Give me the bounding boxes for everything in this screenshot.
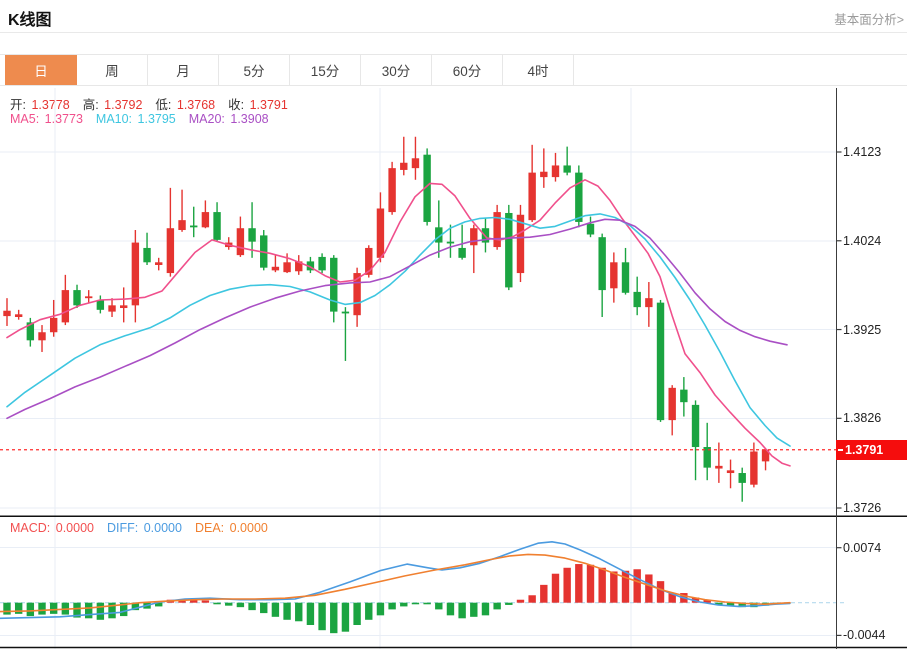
y-axis-label: 1.4024 — [843, 233, 882, 248]
fundamental-analysis-link[interactable]: 基本面分析> — [834, 13, 904, 27]
tab-15分[interactable]: 15分 — [290, 55, 361, 85]
y-axis-label: 1.4123 — [843, 145, 882, 159]
tab-60分[interactable]: 60分 — [432, 55, 503, 85]
y-axis-label: -0.0044 — [843, 628, 886, 643]
ma-row-ma20: MA20: 1.3908 — [188, 112, 269, 126]
y-axis-label: 1.3826 — [843, 411, 882, 426]
ohlc-row-open: 开: 1.3778 — [10, 98, 70, 112]
tab-4时[interactable]: 4时 — [503, 55, 574, 85]
ohlc-row-high: 高: 1.3792 — [82, 98, 143, 112]
macd-row-dea: DEA: 0.0000 — [194, 521, 268, 535]
macd-readout: MACD: 0.0000 DIFF: 0.0000 DEA: 0.0000 — [10, 521, 281, 535]
y-axis-label: 1.3726 — [843, 501, 882, 515]
tab-月[interactable]: 月 — [148, 55, 219, 85]
ma-readout: MA5: 1.3773 MA10: 1.3795 MA20: 1.3908 — [10, 112, 282, 126]
y-axis-label: 0.0074 — [843, 540, 882, 555]
macd-row-diff: DIFF: 0.0000 — [107, 521, 182, 535]
ohlc-row-low: 低: 1.3768 — [155, 98, 216, 112]
ma-row-ma10: MA10: 1.3795 — [95, 112, 176, 126]
badge-tick-icon — [838, 448, 843, 451]
ma-row-ma5: MA5: 1.3773 — [10, 112, 83, 126]
macd-chart[interactable] — [0, 517, 907, 649]
current-price-badge: 1.3791 — [836, 439, 907, 460]
tab-30分[interactable]: 30分 — [361, 55, 432, 85]
ohlc-readout: 开: 1.3778 高: 1.3792 低: 1.3768 收: 1.3791 — [10, 94, 301, 113]
header-divider — [0, 32, 907, 33]
period-tabstrip: 日周月 5分 15分 30分 60分 4时 — [0, 54, 907, 86]
ohlc-row-close: 收: 1.3791 — [228, 98, 288, 112]
y-axis-label: 1.3925 — [843, 322, 882, 337]
current-price-label: 1.3791 — [845, 442, 884, 457]
tab-5分[interactable]: 5分 — [219, 55, 290, 85]
tab-日[interactable]: 日 — [5, 55, 77, 85]
candlestick-chart[interactable] — [0, 88, 907, 517]
page-title: K线图 — [8, 12, 52, 29]
macd-row-macd: MACD: 0.0000 — [10, 521, 94, 535]
tab-周[interactable]: 周 — [77, 55, 148, 85]
